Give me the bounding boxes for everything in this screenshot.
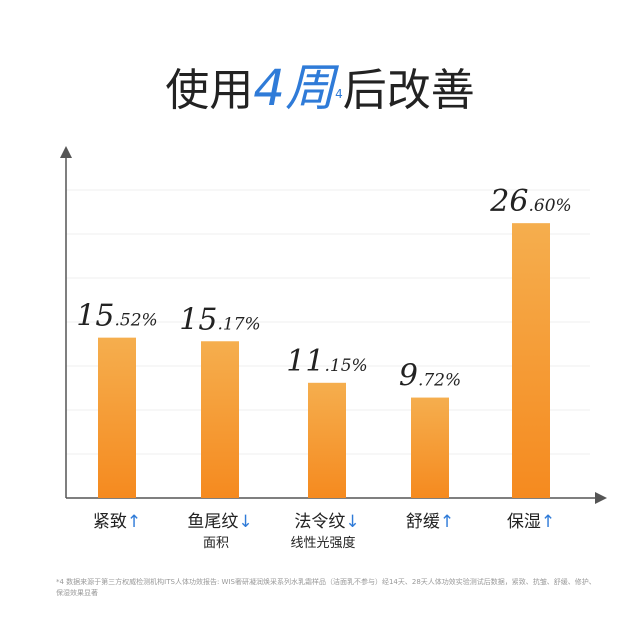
value-label-2: 11.15% [286,344,367,379]
bar-2 [308,382,346,498]
value-labels: 15.52% 15.17% 11.15% 9.72% 26.60% [76,184,571,393]
value-label-4: 26.60% [489,184,571,219]
footnote: *4 数据来源于第三方权威检测机构ITS人体功效报告: WIS奢研凝润焕采系列水… [56,578,596,597]
category-label-1: 鱼尾纹↓ [187,512,252,532]
bar-0 [98,337,136,498]
title-footnote-marker: 4 [335,87,343,101]
category-label-4: 保湿↑ [507,512,555,532]
title-highlight: 4周 [253,59,336,117]
category-sublabel-2: 线性光强度 [290,535,355,551]
title-suffix: 后改善 [342,65,475,116]
value-label-1: 15.17% [179,302,260,337]
trend-arrow-icon: ↑ [127,512,141,532]
x-axis-arrowhead [595,492,607,504]
trend-arrow-icon: ↑ [541,512,555,532]
category-label-3: 舒缓↑ [406,512,454,532]
trend-arrow-icon: ↓ [238,512,252,532]
title-prefix: 使用 [165,65,254,116]
category-labels: 紧致↑ 鱼尾纹↓ 面积 法令纹↓ 线性光强度 舒缓↑ 保湿↑ [93,512,555,551]
value-label-0: 15.52% [76,299,157,334]
category-label-2: 法令纹↓ [294,512,359,532]
bar-3 [411,397,449,498]
bar-4 [512,223,550,498]
y-axis-arrowhead [60,146,72,158]
bar-1 [201,341,239,498]
trend-arrow-icon: ↑ [440,512,454,532]
category-sublabel-1: 面积 [203,536,229,551]
trend-arrow-icon: ↓ [345,512,359,532]
chart-title: 使用4周4后改善 [0,58,640,121]
bars [98,223,550,498]
value-label-3: 9.72% [399,359,461,394]
category-label-0: 紧致↑ [93,512,141,532]
